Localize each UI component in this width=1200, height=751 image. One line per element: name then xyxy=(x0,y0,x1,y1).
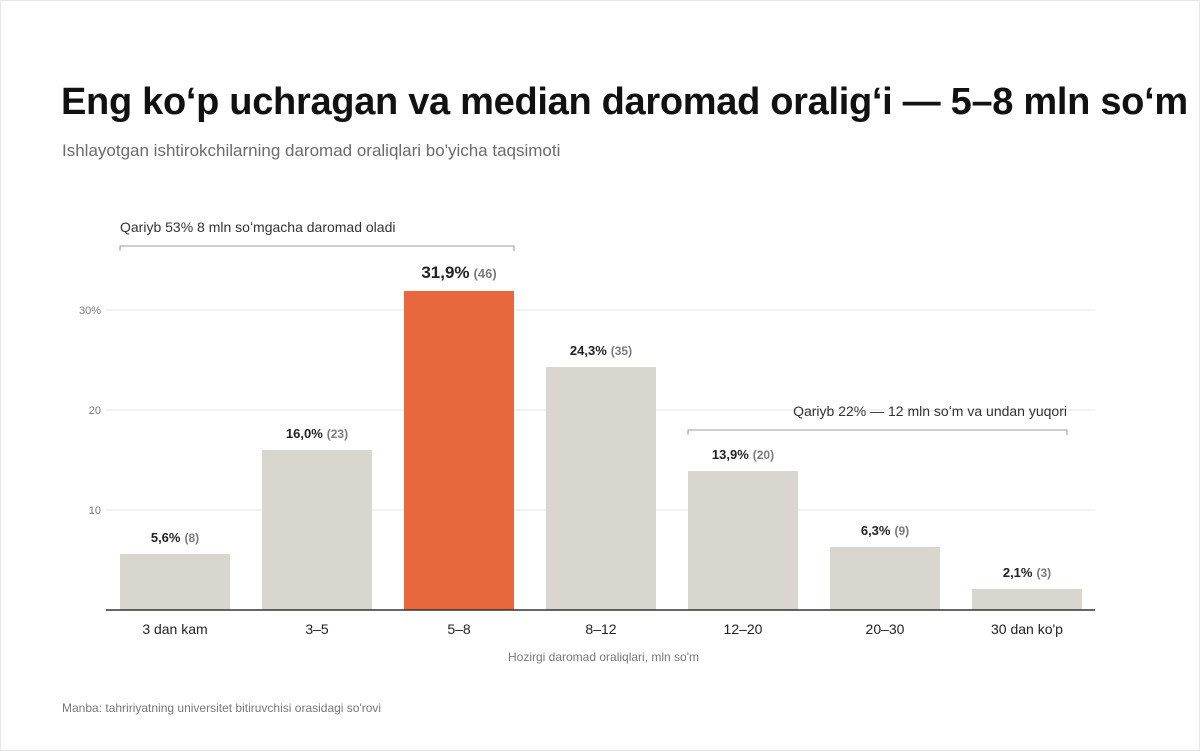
bar-value-label: 6,3% (9) xyxy=(861,523,909,538)
bar xyxy=(120,554,230,610)
bar xyxy=(262,450,372,610)
bar-value-label: 13,9% (20) xyxy=(712,447,774,462)
y-tick-label: 30% xyxy=(79,305,101,317)
bar-count-label: (35) xyxy=(611,344,632,358)
bar-count-label: (20) xyxy=(753,448,774,462)
bar-percent-label: 31,9% xyxy=(421,263,469,282)
category-labels: 3 dan kam 3–5 5–8 8–12 12–20 20–30 30 dan ko'p xyxy=(142,621,1063,637)
annotation-bracket xyxy=(687,429,1068,435)
y-tick-label: 10 xyxy=(89,505,101,517)
bar-count-label: (8) xyxy=(184,531,199,545)
bar-value-label: 5,6% (8) xyxy=(151,530,199,545)
bar-count-label: (46) xyxy=(474,266,497,281)
bar-value-label: 24,3% (35) xyxy=(570,343,632,358)
category-label: 5–8 xyxy=(447,621,471,637)
bar-value-label: 31,9% (46) xyxy=(421,263,496,282)
category-label: 30 dan ko'p xyxy=(991,621,1063,637)
bar-percent-label: 24,3% xyxy=(570,343,607,358)
source-note: Manba: tahririyatning universitet bitiru… xyxy=(62,701,382,715)
annotation-text: Qariyb 53% 8 mln soʻmgacha daromad oladi xyxy=(120,219,395,235)
bar xyxy=(688,471,798,610)
bar-percent-label: 6,3% xyxy=(861,523,891,538)
bar-count-label: (23) xyxy=(327,427,348,441)
bar xyxy=(830,547,940,610)
bar-value-label: 2,1% (3) xyxy=(1003,565,1051,580)
bar-value-label: 16,0% (23) xyxy=(286,426,348,441)
category-label: 3–5 xyxy=(305,621,329,637)
bar-percent-label: 13,9% xyxy=(712,447,749,462)
chart-subtitle: Ishlayotgan ishtirokchilarning daromad o… xyxy=(62,141,561,160)
bar xyxy=(546,367,656,610)
bar-count-label: (3) xyxy=(1036,566,1051,580)
bar-percent-label: 2,1% xyxy=(1003,565,1033,580)
category-label: 20–30 xyxy=(866,621,905,637)
annotation-bracket xyxy=(119,245,515,251)
bar-chart: Qariyb 53% 8 mln soʻmgacha daromad oladi… xyxy=(79,219,1095,664)
bars: 5,6% (8) 16,0% (23) 31,9% (46) 24,3% (35) 13,9% (… xyxy=(120,263,1082,610)
category-label: 12–20 xyxy=(724,621,763,637)
bar-percent-label: 5,6% xyxy=(151,530,181,545)
y-tick-label: 20 xyxy=(89,405,101,417)
bar-percent-label: 16,0% xyxy=(286,426,323,441)
annotations: Qariyb 53% 8 mln soʻmgacha daromad oladi… xyxy=(119,219,1068,435)
chart-title: Eng koʻp uchragan va median daromad oral… xyxy=(61,81,1188,123)
annotation-text: Qariyb 22% — 12 mln soʻm va undan yuqori xyxy=(793,403,1067,419)
category-label: 3 dan kam xyxy=(142,621,207,637)
bar-count-label: (9) xyxy=(894,524,909,538)
x-axis-label: Hozirgi daromad oraliqlari, mln so'm xyxy=(508,650,699,664)
y-tick-labels: 10 20 30% xyxy=(79,305,101,517)
bar xyxy=(404,291,514,610)
bar xyxy=(972,589,1082,610)
category-label: 8–12 xyxy=(585,621,616,637)
